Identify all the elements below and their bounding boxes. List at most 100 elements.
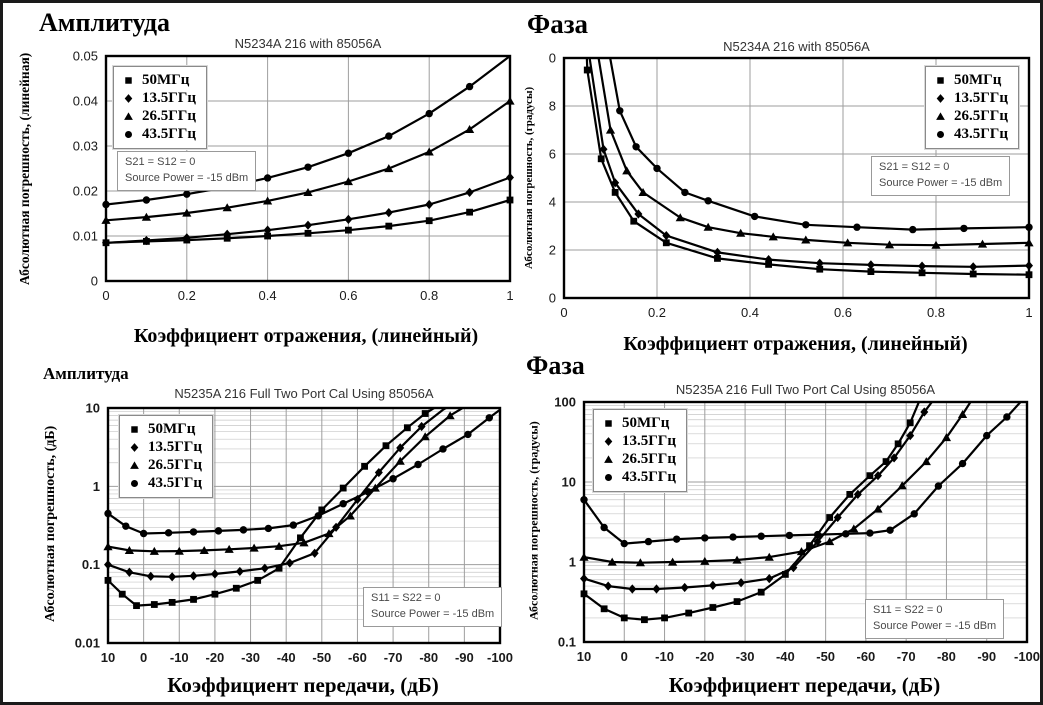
x-tick-label: -60 (857, 649, 876, 664)
square-marker-icon (125, 77, 132, 84)
series-markers (583, 66, 1034, 279)
x-tick-label: 1 (506, 288, 513, 303)
y-tick-label: 0.1 (558, 635, 576, 650)
square-marker-icon (131, 426, 138, 433)
y-tick-label: 0 (549, 51, 556, 66)
y-tick-label: 0.1 (82, 557, 100, 572)
legend-item-label: 26.5ГГц (142, 108, 196, 124)
square-marker-icon (937, 77, 944, 84)
x-axis-label: Коэффициент отражения, (линейный) (133, 325, 479, 347)
annotation-box: S21 = S12 = 0 Source Power = -15 dBm (117, 151, 257, 191)
triangle-marker-icon (124, 112, 133, 120)
diamond-marker-icon (124, 94, 133, 103)
legend: 50МГц 13.5ГГц 26.5ГГц 43.5ГГц (112, 65, 208, 150)
x-tick-label: -30 (241, 650, 260, 665)
plot-frame (104, 54, 512, 283)
x-tick-label: -100 (487, 650, 513, 665)
y-tick-label: 2 (549, 243, 556, 258)
legend-item-label: 13.5ГГц (622, 433, 676, 449)
annotation-line: S11 = S22 = 0 (371, 592, 441, 604)
plot-frame (562, 56, 1031, 300)
square-marker-icon (605, 420, 612, 427)
annotation-line: Source Power = -15 dBm (873, 619, 997, 632)
chart-svg: 0 0.2 0.4 0.6 0.8 1 0 0.01 0.02 0.03 0.04 0.05 (73, 49, 515, 303)
x-tick-label: -50 (312, 650, 331, 665)
grid-lines (564, 58, 1029, 298)
y-tick-label: 0.04 (73, 94, 98, 109)
y-tick-label: 0 (549, 291, 556, 306)
x-tick-label: -40 (776, 649, 795, 664)
y-tick-label: 4 (549, 195, 556, 210)
x-tick-label: 0.8 (420, 288, 438, 303)
x-tick-label: -20 (206, 650, 225, 665)
annotation-line: S11 = S22 = 0 (873, 604, 943, 616)
chart-heading-phase-transmission: Фаза (526, 351, 585, 380)
chart-svg: 0 0.2 0.4 0.6 0.8 1 0 2 4 6 8 0 (549, 51, 1034, 320)
y-tick-label: 0.01 (73, 229, 98, 244)
chart-title: N5234A 216 with 85056A (234, 36, 382, 51)
plot-area-amplitude-transmission: 10 0 -10 -20 -30 -40 -50 -60 -70 -80 -90 -100 0.01 0.… (60, 400, 514, 676)
circle-marker-icon (130, 479, 139, 488)
legend-item: 50МГц (122, 72, 196, 89)
y-tick-label: 0 (91, 274, 98, 289)
annotation-box: S21 = S12 = 0 Source Power = -15 dBm (871, 156, 1011, 196)
x-axis-label: Коэффициент передачи, (дБ) (668, 673, 941, 697)
legend-item: 43.5ГГц (128, 475, 202, 492)
chart-title: N5235A 216 Full Two Port Cal Using 85056… (675, 382, 936, 397)
x-axis-label: Коэффициент передачи, (дБ) (167, 673, 439, 697)
legend-item: 26.5ГГц (128, 457, 202, 474)
legend-item: 26.5ГГц (934, 108, 1008, 125)
annotation-line: Source Power = -15 dBm (879, 176, 1003, 189)
diamond-marker-icon (604, 437, 613, 446)
legend-item: 50МГц (934, 72, 1008, 89)
diamond-marker-icon (936, 94, 945, 103)
x-tick-label: 10 (101, 650, 115, 665)
x-tick-label: -60 (348, 650, 367, 665)
chart-title: N5235A 216 Full Two Port Cal Using 85056… (174, 386, 434, 401)
legend-item: 50МГц (602, 415, 676, 432)
plot-area-phase-reflection: 0 0.2 0.4 0.6 0.8 1 0 2 4 6 8 0 (519, 50, 1040, 330)
circle-marker-icon (604, 473, 613, 482)
chart-title: N5234A 216 with 85056A (723, 39, 870, 54)
series-markers (101, 82, 515, 248)
series-line-43.5ГГц (108, 408, 500, 535)
legend-item: 13.5ГГц (934, 90, 1008, 107)
chart-heading-amplitude-transmission: Амплитуда (43, 364, 129, 383)
annotation-line: S21 = S12 = 0 (125, 156, 196, 168)
x-tick-label: -10 (170, 650, 189, 665)
x-tick-label: -100 (1014, 649, 1040, 664)
x-tick-label: 0.2 (178, 288, 196, 303)
x-tick-label: -80 (937, 649, 956, 664)
legend-item-label: 13.5ГГц (148, 439, 202, 455)
circle-marker-icon (124, 130, 133, 139)
legend-item-label: 43.5ГГц (622, 469, 676, 485)
y-tick-label: 10 (86, 401, 100, 416)
legend-item-label: 26.5ГГц (622, 451, 676, 467)
x-tick-label: -40 (277, 650, 296, 665)
x-tick-label: -10 (655, 649, 674, 664)
chart-heading-phase-reflection: Фаза (527, 9, 589, 39)
legend-item-label: 50МГц (148, 421, 196, 437)
legend-item: 50МГц (128, 421, 202, 438)
x-tick-label: -90 (977, 649, 996, 664)
x-tick-label: 0.4 (259, 288, 277, 303)
x-tick-label: 0.6 (834, 305, 852, 320)
circle-marker-icon (936, 130, 945, 139)
x-tick-label: -50 (816, 649, 835, 664)
legend: 50МГц 13.5ГГц 26.5ГГц 43.5ГГц (924, 65, 1020, 150)
triangle-marker-icon (936, 112, 945, 120)
legend-item: 43.5ГГц (602, 469, 676, 486)
x-tick-label: 1 (1025, 305, 1032, 320)
legend-item: 26.5ГГц (602, 451, 676, 468)
diamond-marker-icon (130, 443, 139, 452)
x-tick-label: 0 (560, 305, 567, 320)
plot-frame (582, 400, 1029, 644)
legend-item: 13.5ГГц (122, 90, 196, 107)
x-tick-label: -70 (384, 650, 403, 665)
x-tick-label: -90 (455, 650, 474, 665)
legend: 50МГц 13.5ГГц 26.5ГГц 43.5ГГц (592, 408, 688, 493)
legend-item: 43.5ГГц (122, 126, 196, 143)
x-tick-label: -20 (695, 649, 714, 664)
annotation-line: Source Power = -15 dBm (125, 171, 249, 184)
plot-area-amplitude-reflection: 0 0.2 0.4 0.6 0.8 1 0 0.01 0.02 0.03 0.04 0.05 (61, 48, 524, 313)
